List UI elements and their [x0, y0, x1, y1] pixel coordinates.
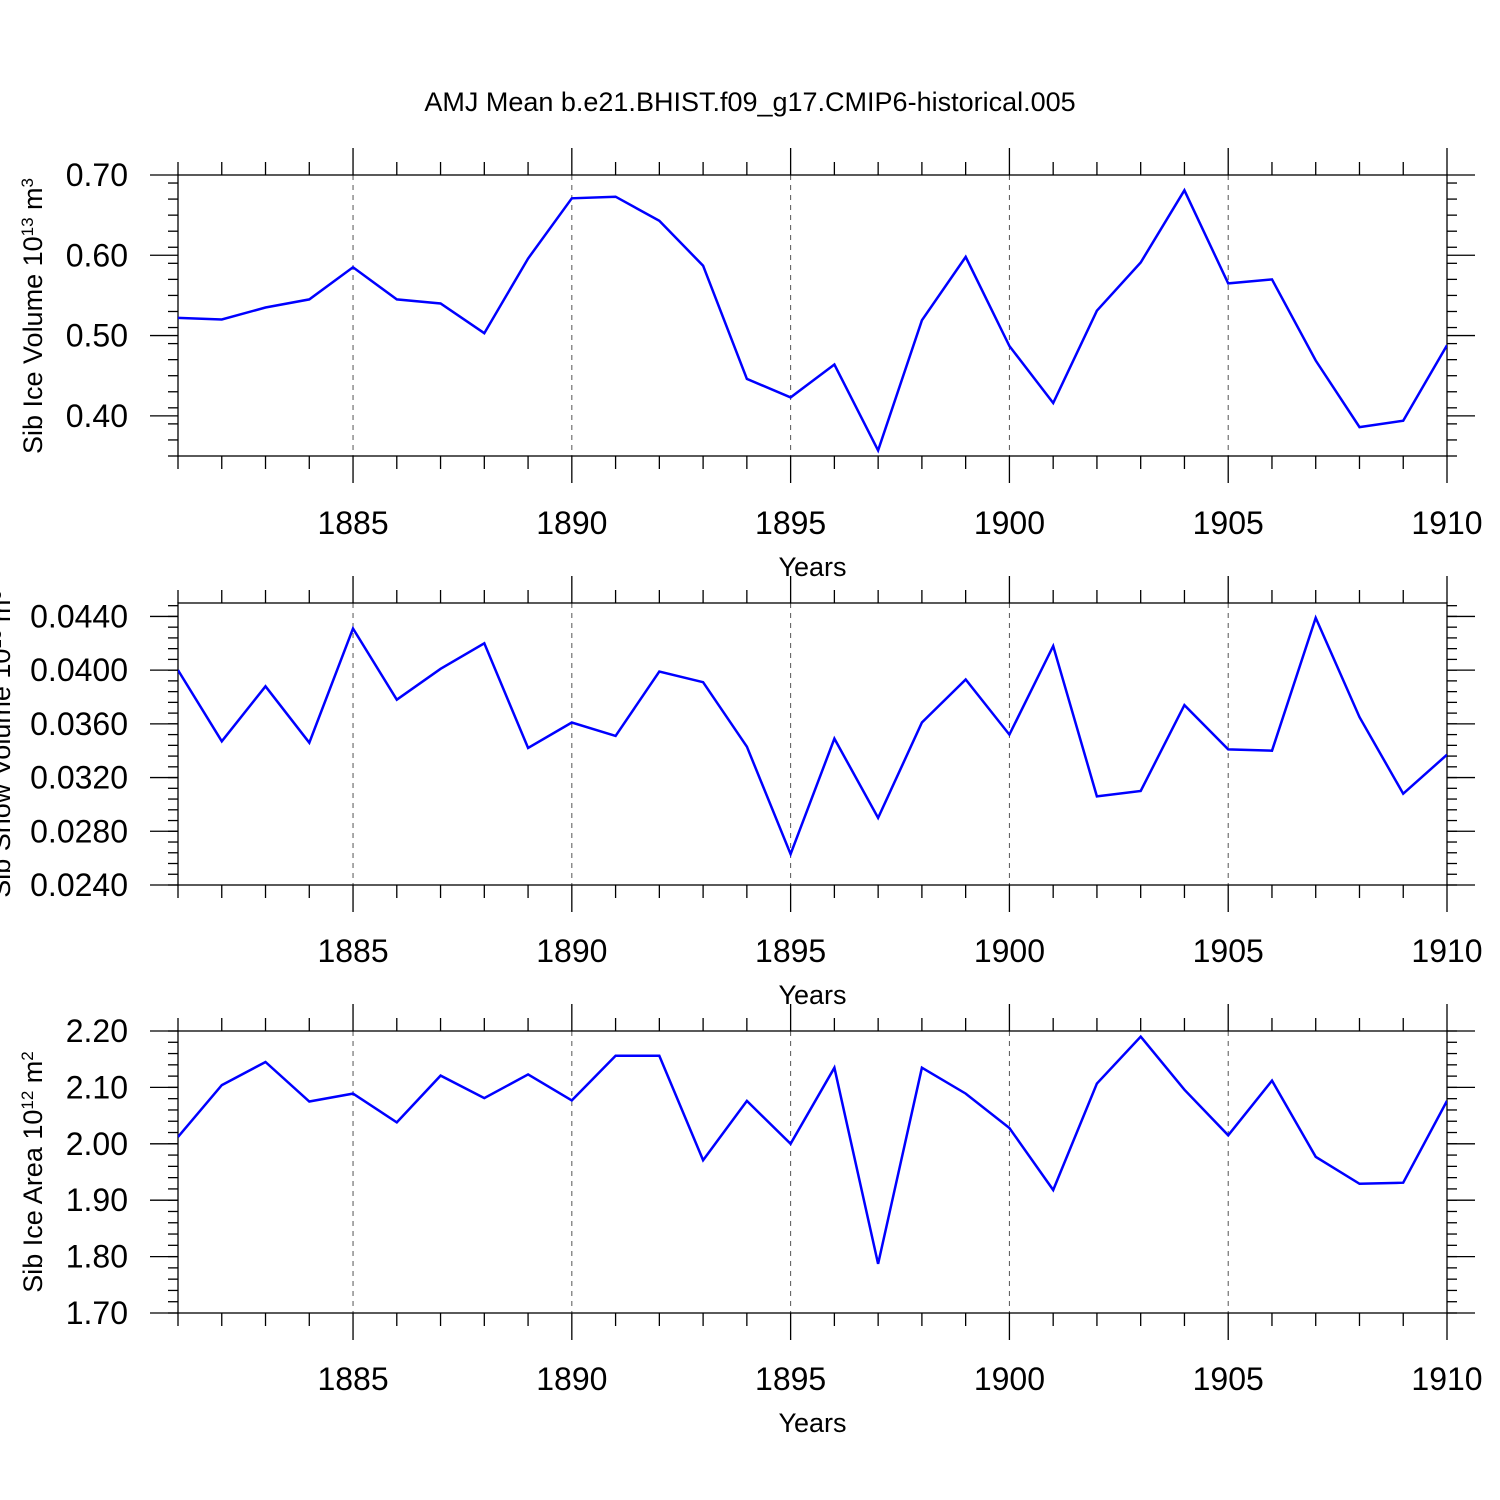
y-tick-label: 0.60	[66, 237, 128, 273]
y-axis-title-superscript: 3	[18, 178, 37, 187]
y-axis-title-text: Sib Ice Volume 10	[18, 236, 48, 454]
y-tick-label: 0.0360	[30, 706, 128, 742]
series-line	[178, 187, 1447, 454]
y-tick-label: 0.70	[66, 157, 128, 193]
series-line	[178, 1034, 1447, 1265]
y-axis-title-superscript: 2	[18, 1051, 37, 1060]
x-tick-label: 1910	[1411, 1361, 1482, 1397]
x-tick-label: 1910	[1411, 933, 1482, 969]
x-tick-label: 1885	[317, 1361, 388, 1397]
y-tick-label: 2.00	[66, 1126, 128, 1162]
panels: 0.40 0.50 0.60 0.70 1885 1890 1895 1900 1905 1910…	[0, 148, 1483, 1438]
y-axis-title-superscript: 12	[18, 1091, 37, 1110]
x-tick-label: 1910	[1411, 505, 1482, 541]
y-tick-label: 0.0280	[30, 813, 128, 849]
x-tick-label: 1890	[536, 1361, 607, 1397]
x-axis-title: Years	[778, 980, 846, 1010]
y-tick-label: 1.80	[66, 1239, 128, 1275]
y-tick-label: 2.20	[66, 1013, 128, 1049]
y-tick-label: 0.0320	[30, 760, 128, 796]
y-tick-label: 0.0240	[30, 867, 128, 903]
x-tick-label: 1895	[755, 933, 826, 969]
x-tick-label: 1885	[317, 505, 388, 541]
x-axis-title: Years	[778, 552, 846, 582]
y-tick-label: 0.40	[66, 398, 128, 434]
y-axis-title-superscript: 3	[0, 590, 5, 599]
y-axis-title: Sib Ice Area 1012 m2	[18, 1051, 49, 1293]
x-tick-label: 1900	[974, 933, 1045, 969]
x-tick-label: 1905	[1193, 1361, 1264, 1397]
y-axis-title: Sib Snow Volume 1013 m3	[0, 590, 16, 898]
y-tick-label: 1.70	[66, 1295, 128, 1331]
x-axis-title: Years	[778, 1408, 846, 1438]
panel-1: 0.40 0.50 0.60 0.70 1885 1890 1895 1900 1905 1910…	[18, 148, 1483, 582]
y-tick-label: 0.50	[66, 318, 128, 354]
y-axis-title-text: m	[18, 1061, 48, 1091]
x-tick-label: 1890	[536, 505, 607, 541]
plot-frame	[177, 602, 1448, 886]
x-tick-label: 1885	[317, 933, 388, 969]
y-tick-label: 1.90	[66, 1182, 128, 1218]
x-tick-label: 1905	[1193, 933, 1264, 969]
y-axis-title-superscript: 13	[0, 630, 5, 649]
x-tick-label: 1890	[536, 933, 607, 969]
y-axis-title-text: Sib Snow Volume 10	[0, 649, 16, 898]
x-tick-label: 1905	[1193, 505, 1264, 541]
plot-frame	[177, 1030, 1448, 1314]
y-tick-label: 0.0400	[30, 652, 128, 688]
y-tick-label: 0.0440	[30, 598, 128, 634]
x-tick-label: 1895	[755, 505, 826, 541]
panel-3: 1.70 1.80 1.90 2.00 2.10 2.20 1885 1890 1895 1900…	[18, 1004, 1483, 1438]
x-tick-label: 1900	[974, 505, 1045, 541]
y-axis-title: Sib Ice Volume 1013 m3	[18, 178, 49, 454]
x-tick-label: 1895	[755, 1361, 826, 1397]
y-tick-label: 2.10	[66, 1069, 128, 1105]
series-line	[178, 614, 1447, 858]
figure-title: AMJ Mean b.e21.BHIST.f09_g17.CMIP6-histo…	[424, 87, 1075, 117]
x-tick-label: 1900	[974, 1361, 1045, 1397]
y-axis-title-superscript: 13	[18, 217, 37, 236]
panel-2: 0.0240 0.0280 0.0320 0.0360 0.0400 0.0440 1885…	[0, 576, 1483, 1010]
y-axis-title-text: m	[18, 187, 48, 217]
plot-frame	[177, 174, 1448, 457]
y-axis-title-text: m	[0, 600, 16, 630]
y-axis-title-text: Sib Ice Area 10	[18, 1110, 48, 1293]
